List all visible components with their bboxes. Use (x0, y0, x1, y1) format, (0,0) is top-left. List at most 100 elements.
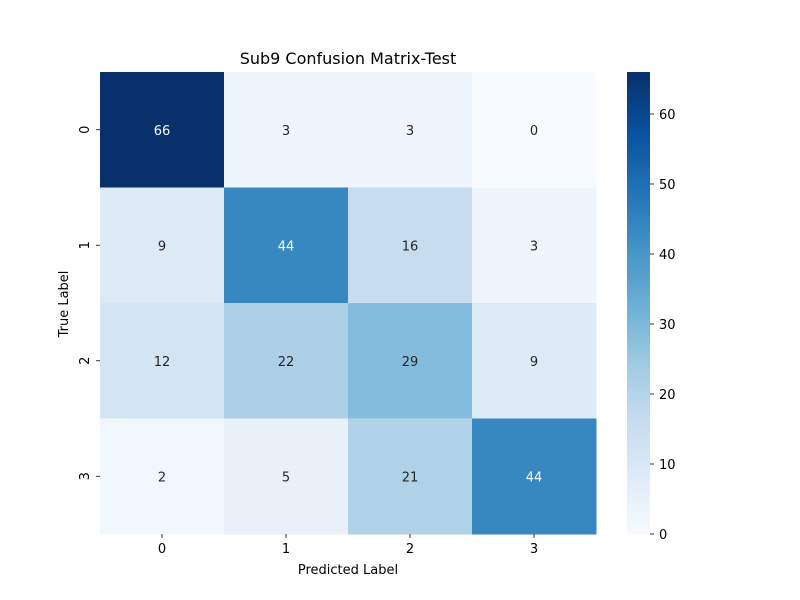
cell-value-r1-c1: 44 (278, 239, 295, 254)
colorbar-segment (627, 522, 650, 527)
colorbar-segment (627, 460, 650, 466)
colorbar-segment (627, 383, 650, 389)
cell-value-r2-c1: 22 (278, 355, 295, 370)
colorbar-segment (627, 433, 650, 439)
heatmap-cell-r0-c1 (224, 72, 349, 188)
colorbar-segment (627, 268, 650, 273)
colorbar-segment (627, 306, 650, 312)
colorbar-segment (627, 187, 650, 192)
colorbar-segment (627, 487, 650, 493)
heatmap-grid (100, 72, 597, 535)
colorbar-segment (627, 333, 650, 339)
colorbar-segment (627, 260, 650, 266)
heatmap-cell-r2-c0 (100, 303, 225, 419)
cell-value-r0-c0: 66 (154, 124, 171, 139)
colorbar-segment (627, 141, 650, 146)
colorbar-segment (627, 464, 650, 470)
colorbar-segment (627, 437, 650, 443)
colorbar-segment (627, 345, 650, 350)
colorbar-segment (627, 310, 650, 316)
colorbar-segment (627, 249, 650, 254)
colorbar-segment (627, 272, 650, 277)
colorbar-segment (627, 364, 650, 370)
colorbar-segment (627, 191, 650, 196)
colorbar-segment (627, 483, 650, 489)
heatmap-cell-r1-c0 (100, 187, 225, 304)
heatmap-cell-r0-c2 (348, 72, 473, 188)
heatmap-cell-r1-c2 (348, 187, 473, 304)
colorbar-segment (627, 233, 650, 239)
colorbar-segment (627, 449, 650, 454)
x-axis: 0 1 2 3 (158, 534, 538, 557)
colorbar-segment (627, 91, 650, 96)
colorbar-segment (627, 372, 650, 377)
colorbar-segment (627, 299, 650, 304)
heatmap-cell-r1-c3 (472, 187, 597, 304)
colorbar-segment (627, 276, 650, 281)
colorbar-segment (627, 507, 650, 512)
colorbar-segment (627, 326, 650, 331)
colorbar-segment (627, 172, 650, 177)
colorbar-segment (627, 441, 650, 447)
x-axis-label: Predicted Label (298, 563, 398, 578)
colorbar-segment (627, 202, 650, 208)
y-tick-label-0: 0 (78, 126, 93, 134)
heatmap-cell-r3-c3 (472, 418, 597, 535)
colorbar-segment (627, 256, 650, 262)
cell-value-r1-c0: 9 (158, 239, 166, 254)
heatmap-cell-r2-c2 (348, 303, 473, 419)
colorbar-segment (627, 110, 650, 115)
colorbar-segment (627, 318, 650, 323)
colorbar-tick-label-5: 50 (659, 178, 676, 193)
colorbar-segment (627, 245, 650, 250)
y-tick-label-1: 1 (78, 241, 93, 249)
colorbar-segment (627, 195, 650, 200)
heatmap-cell-r3-c1 (224, 418, 349, 535)
colorbar: 0 10 20 30 40 50 60 (627, 72, 676, 543)
colorbar-segment (627, 156, 650, 162)
cell-value-r1-c2: 16 (402, 239, 419, 254)
colorbar-tick-label-1: 10 (659, 458, 676, 473)
colorbar-segment (627, 457, 650, 462)
colorbar-segment (627, 503, 650, 508)
colorbar-segment (627, 199, 650, 204)
colorbar-segment (627, 87, 650, 92)
colorbar-segment (627, 376, 650, 381)
colorbar-segment (627, 252, 650, 258)
colorbar-segment (627, 422, 650, 427)
colorbar-segment (627, 210, 650, 216)
colorbar-segment (627, 510, 650, 516)
x-tick-label-0: 0 (158, 542, 166, 557)
colorbar-segment (627, 279, 650, 285)
heatmap-cell-labels: 66 3 3 09 44 16 312 22 29 92 5 21 44 (154, 124, 543, 486)
colorbar-segment (627, 518, 650, 524)
colorbar-segment (627, 499, 650, 504)
y-tick-label-2: 2 (78, 357, 93, 365)
colorbar-segment (627, 399, 650, 404)
y-tick-label-3: 3 (78, 472, 93, 480)
cell-value-r3-c1: 5 (282, 470, 290, 485)
heatmap-cell-r3-c0 (100, 418, 225, 535)
colorbar-tick-label-3: 30 (659, 318, 676, 333)
colorbar-segment (627, 98, 650, 104)
colorbar-segment (627, 476, 650, 481)
colorbar-segment (627, 118, 650, 123)
colorbar-tick-label-2: 20 (659, 388, 676, 403)
colorbar-segment (627, 468, 650, 473)
y-axis-label: True Label (57, 271, 72, 339)
colorbar-segment (627, 337, 650, 343)
colorbar-segment (627, 426, 650, 431)
colorbar-segment (627, 491, 650, 497)
colorbar-segment (627, 514, 650, 520)
colorbar-segment (627, 75, 650, 81)
colorbar-segment (627, 218, 650, 223)
colorbar-segment (627, 137, 650, 142)
colorbar-segment (627, 241, 650, 246)
colorbar-segment (627, 391, 650, 396)
colorbar-tick-label-6: 60 (659, 108, 676, 123)
cell-value-r3-c2: 21 (402, 470, 419, 485)
cell-value-r0-c2: 3 (406, 124, 414, 139)
colorbar-tick-label-0: 0 (659, 528, 667, 543)
cell-value-r0-c1: 3 (282, 124, 290, 139)
